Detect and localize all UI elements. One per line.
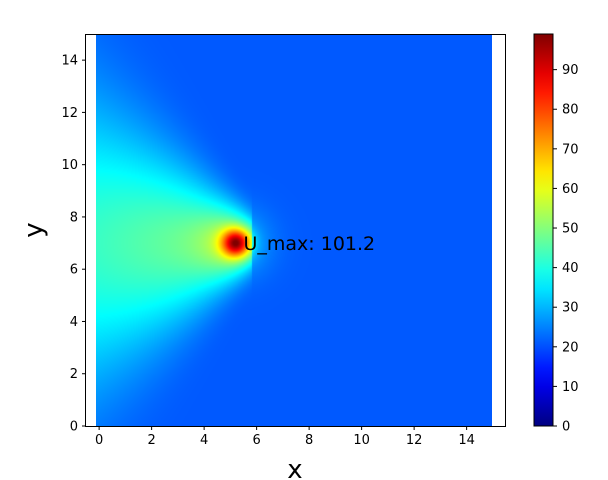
x-tick-label: 2 [147,433,155,448]
u-max-annotation: U_max: 101.2 [244,233,376,255]
y-tick-label: 8 [70,210,78,225]
x-tick-label: 8 [305,433,313,448]
colorbar-tick-label: 20 [562,340,579,355]
plot-area [85,34,506,427]
y-axis-ticks: 0 2 4 6 8 10 12 14 [61,54,86,435]
colorbar-ticks: 0 10 20 30 40 50 60 70 80 90 [553,63,579,435]
colorbar-tick-label: 40 [562,261,579,276]
x-tick-label: 6 [252,433,260,448]
x-tick-label: 4 [200,433,208,448]
x-tick-label: 12 [406,433,423,448]
x-tick-label: 10 [353,433,370,448]
x-axis-ticks: 0 2 4 6 8 10 12 14 [95,426,475,448]
colorbar-gradient [533,33,554,427]
colorbar-tick-label: 50 [562,222,579,237]
axes-frame [85,34,506,427]
colorbar: 0 10 20 30 40 50 60 70 80 90 [533,33,579,435]
x-tick-label: 0 [95,433,103,448]
colorbar-tick-label: 80 [562,103,579,118]
x-tick-label: 14 [458,433,475,448]
y-tick-label: 6 [70,263,78,278]
colorbar-tick-label: 70 [562,142,579,157]
x-axis-label: x [287,455,302,480]
y-tick-label: 0 [70,420,78,435]
y-tick-label: 12 [61,106,78,121]
colorbar-tick-label: 10 [562,380,579,395]
y-tick-label: 10 [61,158,78,173]
colorbar-tick-label: 90 [562,63,579,78]
colorbar-tick-label: 60 [562,182,579,197]
y-axis-label: y [19,222,49,237]
heatmap-field [96,34,492,426]
colorbar-tick-label: 0 [562,420,570,435]
y-tick-label: 14 [61,54,78,69]
colorbar-tick-label: 30 [562,301,579,316]
y-tick-label: 4 [70,315,78,330]
y-tick-label: 2 [70,367,78,382]
